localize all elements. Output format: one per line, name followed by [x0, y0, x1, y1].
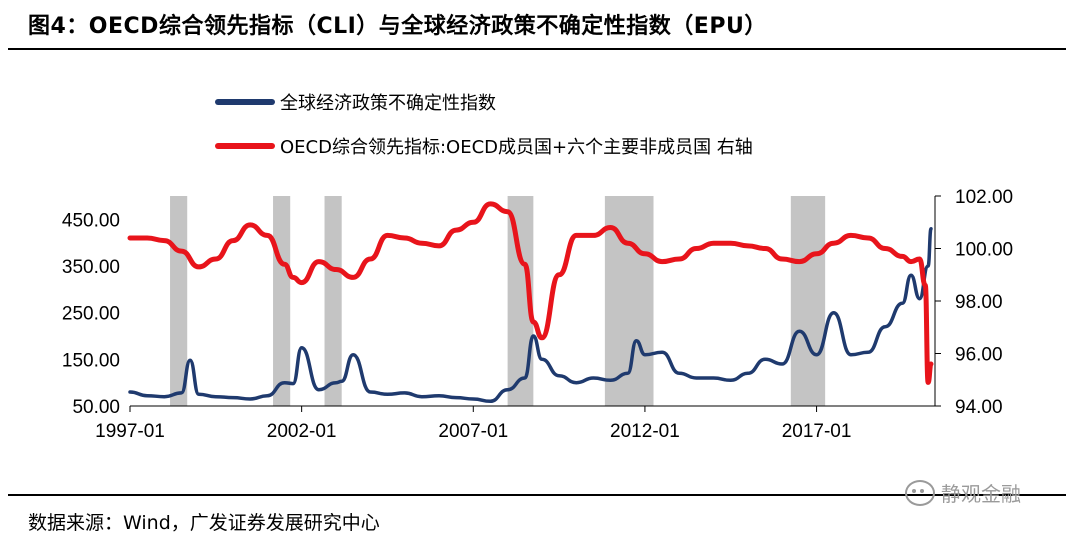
epu-series-line	[128, 226, 933, 404]
y-left-tick-label: 350.00	[62, 257, 120, 278]
shaded-periods	[170, 196, 826, 406]
cli-series-line	[127, 201, 934, 385]
chart-title: 图4：OECD综合领先指标（CLI）与全球经济政策不确定性指数（EPU）	[28, 14, 767, 39]
x-tick-label: 2012-01	[610, 421, 680, 442]
recession-shade	[790, 196, 826, 406]
x-tick-label: 1997-01	[95, 421, 165, 442]
title-rule	[8, 48, 1066, 50]
series-lines	[127, 201, 934, 404]
x-tick-label: 2002-01	[267, 421, 337, 442]
legend-label-cli: OECD综合领先指标:OECD成员国+六个主要非成员国 右轴	[280, 137, 753, 158]
legend: 全球经济政策不确定性指数 OECD综合领先指标:OECD成员国+六个主要非成员国 …	[215, 93, 753, 158]
y-right-tick-label: 102.00	[955, 187, 1013, 208]
x-tick-label: 2017-01	[782, 421, 852, 442]
watermark: 静观金融	[905, 478, 1021, 507]
y-right-tick-label: 100.00	[955, 240, 1013, 261]
watermark-text: 静观金融	[941, 482, 1021, 506]
x-tick-label: 2007-01	[438, 421, 508, 442]
source-rule	[8, 494, 1066, 496]
y-right-tick-label: 96.00	[955, 345, 1003, 366]
legend-label-epu: 全球经济政策不确定性指数	[280, 93, 496, 114]
recession-shade	[324, 196, 342, 406]
y-left-tick-label: 450.00	[62, 210, 120, 231]
axes: 50.00 150.00 250.00 350.00 450.00 94.00 96.00 9…	[62, 187, 1013, 442]
source-note: 数据来源：Wind，广发证券发展研究中心	[28, 512, 380, 534]
y-right-tick-label: 98.00	[955, 292, 1003, 313]
y-left-tick-label: 150.00	[62, 350, 120, 371]
y-left-tick-label: 250.00	[62, 304, 120, 325]
y-right-tick-label: 94.00	[955, 397, 1003, 418]
recession-shade	[273, 196, 291, 406]
y-left-tick-label: 50.00	[72, 397, 120, 418]
wechat-icon	[905, 479, 935, 506]
